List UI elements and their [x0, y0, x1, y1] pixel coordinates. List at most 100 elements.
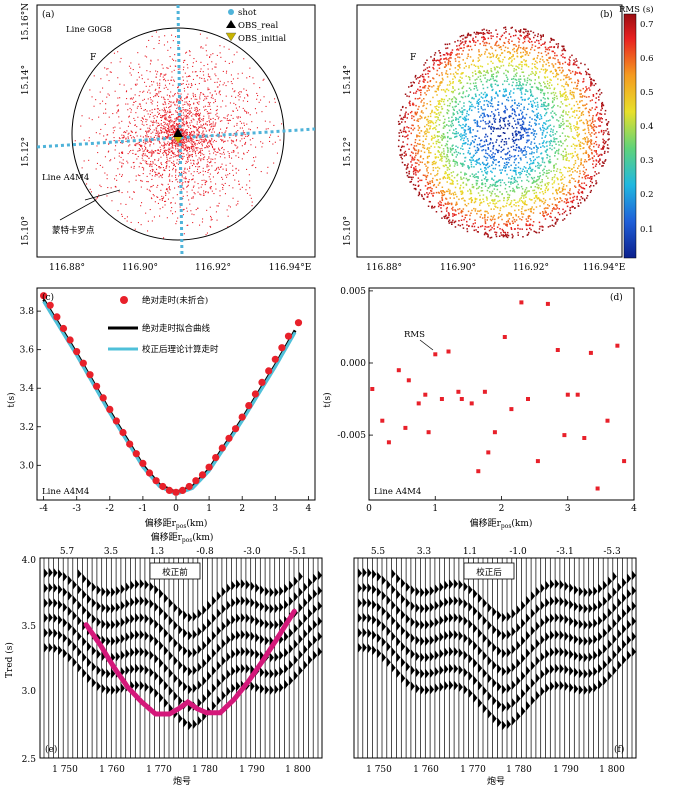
mc-point — [130, 62, 132, 64]
mc-point — [193, 143, 195, 145]
mc-point — [162, 131, 164, 133]
mc-point — [134, 119, 136, 121]
rms-point — [577, 181, 580, 183]
rms-point — [420, 101, 422, 103]
rms-point — [490, 157, 492, 159]
rms-point — [493, 66, 496, 69]
rms-point — [432, 77, 434, 79]
rms-point — [540, 44, 542, 46]
rms-point — [544, 210, 547, 212]
rms-point — [534, 60, 537, 62]
rms-point — [505, 141, 508, 143]
mc-point — [221, 163, 223, 165]
rms-point — [487, 148, 490, 150]
rms-point — [534, 158, 536, 161]
mc-point — [246, 184, 248, 186]
mc-point — [143, 115, 145, 117]
mc-point — [121, 215, 123, 217]
mc-point — [222, 187, 224, 189]
mc-point — [224, 140, 226, 142]
mc-point — [117, 110, 119, 112]
mc-point — [182, 79, 184, 81]
rms-point — [414, 113, 417, 115]
mc-point — [136, 83, 138, 85]
mc-point — [161, 195, 163, 197]
mc-point — [158, 113, 160, 115]
mc-point — [164, 115, 166, 117]
mc-point — [125, 103, 127, 105]
mc-point — [239, 93, 241, 95]
rms-point — [547, 213, 549, 215]
rms-point — [507, 198, 510, 201]
rms-point — [410, 176, 413, 179]
mc-point — [158, 136, 160, 138]
rms-point — [461, 87, 464, 89]
mc-point — [151, 166, 153, 168]
rms-point — [439, 82, 441, 84]
rms-point — [493, 184, 495, 186]
mc-point — [263, 96, 265, 98]
rms-point — [435, 140, 437, 143]
rms-point — [568, 160, 570, 162]
mc-point — [103, 135, 105, 137]
mc-point — [180, 158, 182, 160]
mc-point — [132, 97, 134, 99]
mc-point — [144, 109, 146, 111]
rms-point — [550, 46, 553, 48]
rms-point — [607, 139, 609, 141]
rms-point — [431, 207, 433, 209]
mc-point — [172, 84, 174, 86]
mc-point — [93, 105, 95, 107]
rms-point — [559, 95, 562, 98]
rms-point — [560, 72, 563, 74]
rms-point — [516, 127, 518, 129]
mc-point — [156, 108, 158, 110]
rms-point — [445, 47, 447, 50]
mc-point — [203, 106, 205, 108]
rms-point — [587, 110, 590, 113]
rms-point — [582, 104, 585, 107]
rms-point — [439, 61, 441, 64]
mc-point — [163, 98, 165, 100]
rms-point — [477, 148, 480, 150]
mc-point — [198, 131, 200, 133]
rms-point — [514, 29, 517, 31]
mc-point — [181, 83, 183, 85]
rms-point — [439, 153, 441, 156]
rms-point — [488, 154, 490, 157]
rms-point — [499, 90, 501, 92]
rms-point — [572, 206, 574, 208]
rms-point — [451, 100, 454, 103]
rms-point — [540, 91, 542, 94]
mc-point — [145, 102, 147, 104]
mc-point — [203, 124, 205, 126]
rms-point — [443, 121, 446, 123]
rms-point — [474, 138, 476, 141]
mc-point — [108, 80, 110, 82]
mc-point — [170, 106, 172, 108]
mc-point — [186, 125, 188, 127]
rms-point — [408, 173, 410, 175]
rms-point — [493, 155, 495, 158]
rms-point — [433, 192, 435, 194]
rms-point — [459, 100, 461, 103]
mc-point — [207, 68, 209, 70]
mc-point — [193, 147, 195, 149]
mc-point — [119, 161, 121, 163]
mc-point — [123, 84, 125, 86]
rms-point — [518, 150, 520, 152]
mc-point — [203, 194, 205, 196]
rms-point — [508, 166, 510, 168]
mc-point — [182, 107, 184, 109]
mc-point — [170, 126, 172, 128]
rms-point — [462, 197, 464, 199]
mc-point — [157, 134, 159, 136]
mc-point — [208, 156, 210, 158]
rms-point — [505, 89, 507, 91]
mc-point — [184, 59, 186, 61]
rms-point — [521, 123, 524, 126]
rms-point — [588, 73, 591, 76]
rms-point — [477, 99, 479, 101]
mc-point — [170, 134, 172, 136]
rms-point — [460, 184, 462, 187]
